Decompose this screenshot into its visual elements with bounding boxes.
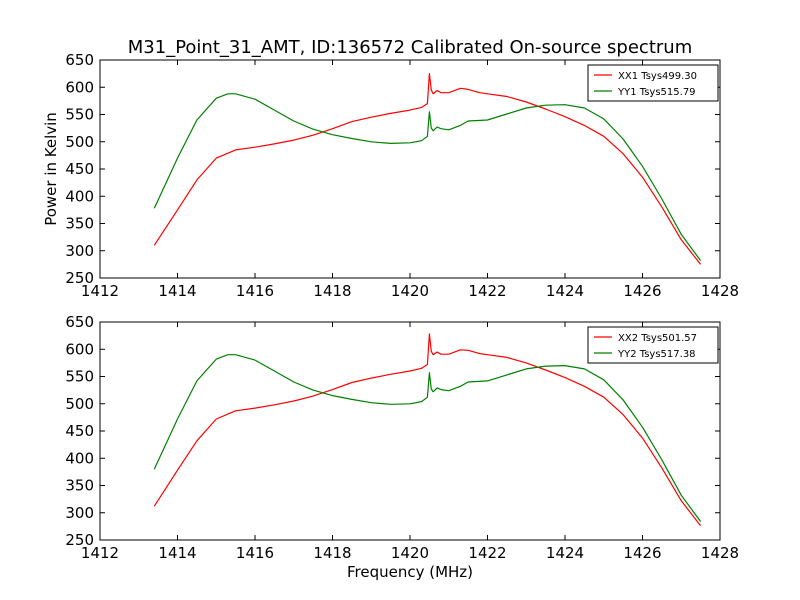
x-tick-label: 1420 [391, 282, 429, 300]
y-tick-label: 500 [65, 133, 94, 151]
y-tick-label: 450 [65, 160, 94, 178]
x-tick-label: 1426 [623, 282, 661, 300]
x-tick-label: 1422 [468, 282, 506, 300]
series-line-1 [153, 72, 702, 265]
y-tick-label: 350 [65, 477, 94, 495]
x-tick-label: 1428 [701, 544, 739, 562]
chart-title: M31_Point_31_AMT, ID:136572 Calibrated O… [128, 37, 692, 58]
chart-panel-2: 1412 1414 1416 1418 1420 1422 1424 1426 1428 250 3… [65, 313, 739, 581]
x-tick-label: 1414 [158, 282, 196, 300]
x-tick-label: 1416 [236, 282, 274, 300]
chart-panel-1: 1412 1414 1416 1418 1420 1422 1424 1426 1428 250 3… [42, 51, 739, 300]
x-tick-label: 1424 [546, 282, 584, 300]
y-tick-label: 500 [65, 395, 94, 413]
y-tick-label: 250 [65, 269, 94, 287]
x-tick-label: 1420 [391, 544, 429, 562]
legend-box [587, 326, 719, 364]
y-tick-label: 600 [65, 340, 94, 358]
y-tick-label: 400 [65, 449, 94, 467]
y-tick-label: 350 [65, 215, 94, 233]
legend: XX2 Tsys501.57 YY2 Tsys517.38 [587, 326, 719, 364]
x-axis-label: Frequency (MHz) [347, 563, 473, 581]
x-tick-label: 1418 [313, 282, 351, 300]
y-tick-label: 550 [65, 368, 94, 386]
y-tick-label: 400 [65, 187, 94, 205]
y-tick-label: 300 [65, 504, 94, 522]
legend-label: YY2 Tsys517.38 [617, 349, 696, 360]
series-line-2 [153, 93, 702, 261]
series-line-1 [153, 333, 702, 527]
x-tick-label: 1418 [313, 544, 351, 562]
x-tick-label: 1412 [81, 282, 119, 300]
x-tick-label: 1424 [546, 544, 584, 562]
legend-label: YY1 Tsys515.79 [617, 87, 696, 98]
y-tick-label: 450 [65, 422, 94, 440]
y-tick-label: 550 [65, 106, 94, 124]
x-tick-label: 1416 [236, 544, 274, 562]
series-line-2 [153, 354, 702, 522]
x-tick-label: 1426 [623, 544, 661, 562]
x-tick-label: 1428 [701, 282, 739, 300]
legend-label: XX2 Tsys501.57 [618, 333, 697, 344]
y-tick-label: 650 [65, 313, 94, 331]
y-tick-label: 600 [65, 78, 94, 96]
x-tick-label: 1412 [81, 544, 119, 562]
y-axis-label: Power in Kelvin [42, 112, 60, 226]
y-tick-label: 250 [65, 531, 94, 549]
legend: XX1 Tsys499.30 YY1 Tsys515.79 [587, 64, 719, 102]
legend-box [587, 64, 719, 102]
legend-label: XX1 Tsys499.30 [618, 71, 697, 82]
y-tick-label: 300 [65, 242, 94, 260]
y-tick-label: 650 [65, 51, 94, 69]
x-tick-label: 1422 [468, 544, 506, 562]
x-tick-label: 1414 [158, 544, 196, 562]
